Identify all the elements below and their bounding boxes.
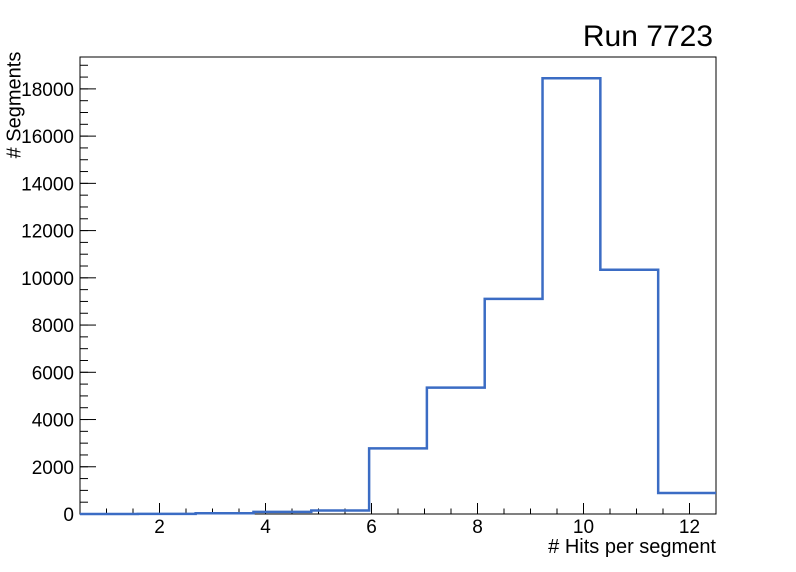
y-tick-label: 12000 — [21, 222, 74, 243]
x-tick-label: 12 — [679, 517, 700, 538]
y-tick-label: 4000 — [32, 411, 74, 432]
x-tick-label: 10 — [573, 517, 594, 538]
x-tick-label: 8 — [472, 517, 483, 538]
y-axis-title: # Segments — [3, 51, 26, 159]
plot-frame — [79, 56, 717, 515]
y-tick-label: 18000 — [21, 80, 74, 101]
y-tick-label: 6000 — [32, 363, 74, 384]
histogram-line — [80, 77, 716, 516]
x-tick-label: 4 — [260, 517, 271, 538]
y-tick-label: 10000 — [21, 269, 74, 290]
y-tick-label: 16000 — [21, 127, 74, 148]
y-tick-label: 2000 — [32, 458, 74, 479]
y-tick-label: 0 — [63, 505, 74, 526]
plot-title: Run 7723 — [582, 20, 713, 53]
x-tick-label: 6 — [366, 517, 377, 538]
y-tick-label: 8000 — [32, 316, 74, 337]
y-tick-label: 14000 — [21, 174, 74, 195]
x-axis-title: # Hits per segment — [548, 536, 716, 558]
x-tick-label: 2 — [154, 517, 165, 538]
